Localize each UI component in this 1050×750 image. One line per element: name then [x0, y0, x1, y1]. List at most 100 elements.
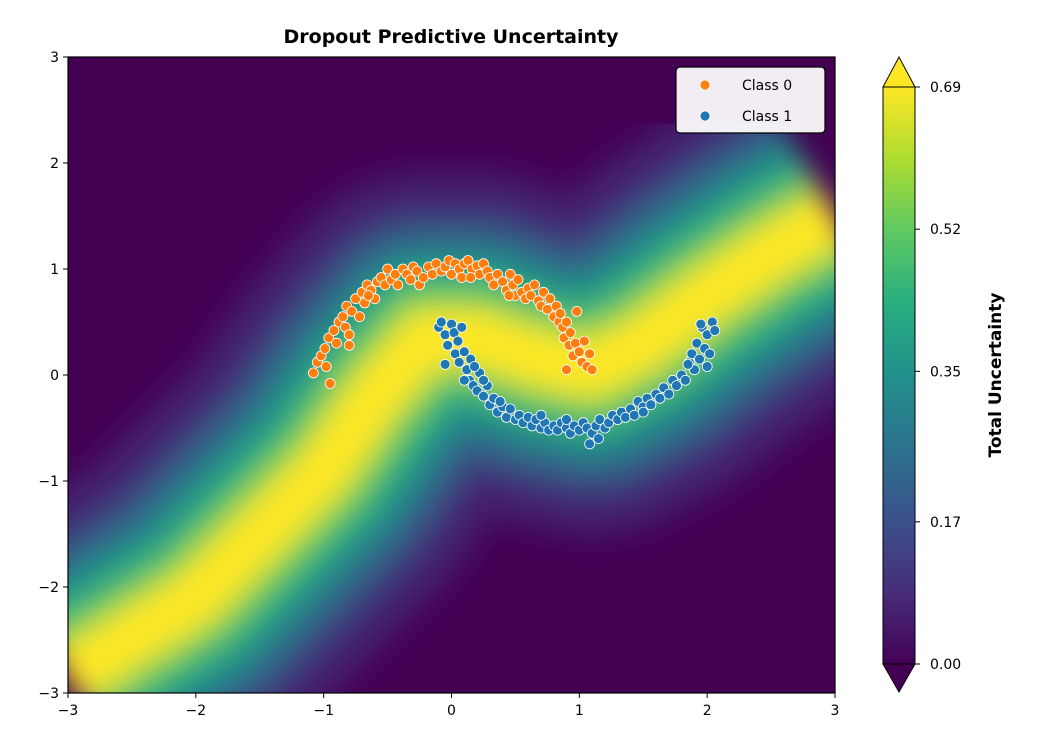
scatter-point-class-0	[392, 279, 404, 291]
plot-area	[67, 56, 836, 694]
scatter-point-class-1	[701, 361, 713, 372]
x-tick-label: 3	[831, 703, 840, 719]
scatter-point-class-0	[554, 308, 566, 319]
scatter-point-class-1	[645, 399, 657, 411]
scatter-point-class-0	[331, 337, 342, 349]
scatter-point-class-0	[426, 268, 438, 280]
scatter-point-class-1	[686, 348, 698, 360]
scatter-point-class-1	[663, 388, 675, 400]
scatter-point-class-0	[328, 325, 340, 336]
scatter-point-class-0	[492, 268, 503, 280]
scatter-point-class-0	[320, 361, 332, 372]
scatter-point-class-1	[504, 403, 516, 415]
scatter-point-class-0	[405, 274, 417, 286]
x-tick-label: 1	[575, 703, 584, 719]
scatter-point-class-0	[319, 343, 331, 354]
scatter-point-class-0	[525, 290, 537, 301]
scatter-point-class-1	[494, 396, 506, 407]
scatter-point-class-1	[469, 361, 480, 372]
scatter-point-class-0	[337, 311, 349, 323]
y-tick-label: 2	[50, 156, 59, 172]
scatter-point-class-0	[529, 279, 540, 291]
scatter-point-class-0	[350, 293, 362, 305]
colorbar-label: Total Uncertainty	[986, 293, 1006, 458]
y-tick-label: −1	[38, 474, 59, 490]
scatter-point-class-1	[439, 329, 451, 341]
x-tick-label: 0	[447, 703, 456, 719]
colorbar-tick-label: 0.35	[930, 364, 961, 380]
colorbar-tick-label: 0.69	[930, 80, 961, 96]
scatter-point-class-0	[573, 346, 585, 358]
scatter-point-class-1	[535, 409, 547, 421]
scatter-point-class-1	[691, 337, 703, 349]
x-tick-label: −2	[186, 703, 207, 719]
scatter-point-class-1	[654, 392, 666, 404]
scatter-point-class-1	[435, 316, 447, 328]
scatter-point-class-1	[458, 374, 470, 386]
scatter-point-class-1	[695, 318, 707, 330]
scatter-point-class-0	[389, 268, 401, 280]
scatter-point-class-0	[343, 329, 355, 341]
scatter-point-class-1	[439, 358, 451, 370]
scatter-point-class-1	[628, 409, 640, 421]
scatter-point-class-0	[586, 364, 598, 376]
y-tick-label: 0	[50, 368, 59, 384]
scatter-point-class-0	[346, 305, 358, 317]
scatter-point-class-0	[456, 272, 468, 283]
colorbar-extend-bottom	[882, 663, 916, 694]
chart-title: Dropout Predictive Uncertainty	[284, 26, 620, 48]
scatter-point-class-1	[709, 325, 721, 336]
scatter-point-class-0	[324, 378, 336, 389]
scatter-point-class-0	[465, 272, 477, 283]
colorbar-tick-label: 0.17	[930, 515, 961, 531]
scatter-point-class-0	[382, 263, 394, 275]
legend-marker-class-1	[699, 110, 711, 122]
scatter-point-class-1	[704, 348, 716, 360]
colorbar-extend-top	[882, 55, 916, 88]
scatter-point-class-0	[503, 290, 515, 301]
scatter-point-class-1	[584, 438, 595, 450]
scatter-point-class-0	[565, 327, 576, 339]
scatter-point-class-0	[504, 268, 516, 280]
uncertainty-field	[68, 73, 835, 693]
scatter-point-class-1	[458, 346, 470, 358]
x-tick-label: −3	[58, 703, 79, 719]
scatter-point-class-0	[343, 339, 355, 351]
legend: Class 0 Class 1	[675, 66, 826, 134]
colorbar-tick-label: 0.52	[930, 222, 961, 238]
scatter-point-class-0	[544, 293, 556, 305]
scatter-point-class-1	[671, 380, 682, 392]
legend-label-class-1: Class 1	[742, 109, 792, 125]
colorbar-body	[882, 86, 916, 665]
scatter-point-class-0	[488, 279, 500, 291]
scatter-point-class-1	[637, 406, 649, 418]
scatter-point-class-0	[584, 348, 595, 360]
scatter-point-class-0	[323, 332, 335, 344]
scatter-point-class-0	[561, 316, 572, 328]
scatter-point-class-0	[307, 367, 319, 379]
scatter-point-class-1	[478, 390, 489, 402]
y-tick-label: 1	[50, 262, 59, 278]
uncertainty-band	[68, 192, 835, 693]
legend-label-class-0: Class 0	[742, 78, 792, 94]
scatter-point-class-1	[478, 374, 489, 386]
y-tick-label: −2	[38, 580, 59, 596]
y-axis: −3 −2 −1 0 1 2 3	[38, 50, 68, 702]
x-tick-label: −1	[313, 703, 334, 719]
x-axis: −3 −2 −1 0 1 2 3	[58, 693, 840, 719]
scatter-points	[307, 255, 721, 450]
scatter-point-class-1	[442, 339, 454, 351]
scatter-point-class-1	[680, 374, 691, 386]
colorbar-tick-label: 0.00	[930, 657, 961, 673]
scatter-point-class-0	[538, 286, 549, 298]
scatter-point-class-0	[362, 290, 374, 301]
scatter-point-class-1	[452, 335, 464, 347]
scatter-point-class-1	[561, 414, 572, 425]
y-tick-label: −3	[38, 686, 59, 702]
scatter-point-class-0	[561, 364, 572, 376]
legend-box	[675, 66, 826, 134]
colorbar: 0.00 0.17 0.35 0.52 0.69 Total Uncertainty	[882, 55, 1006, 694]
scatter-point-class-0	[411, 265, 423, 277]
scatter-point-class-1	[456, 321, 468, 333]
